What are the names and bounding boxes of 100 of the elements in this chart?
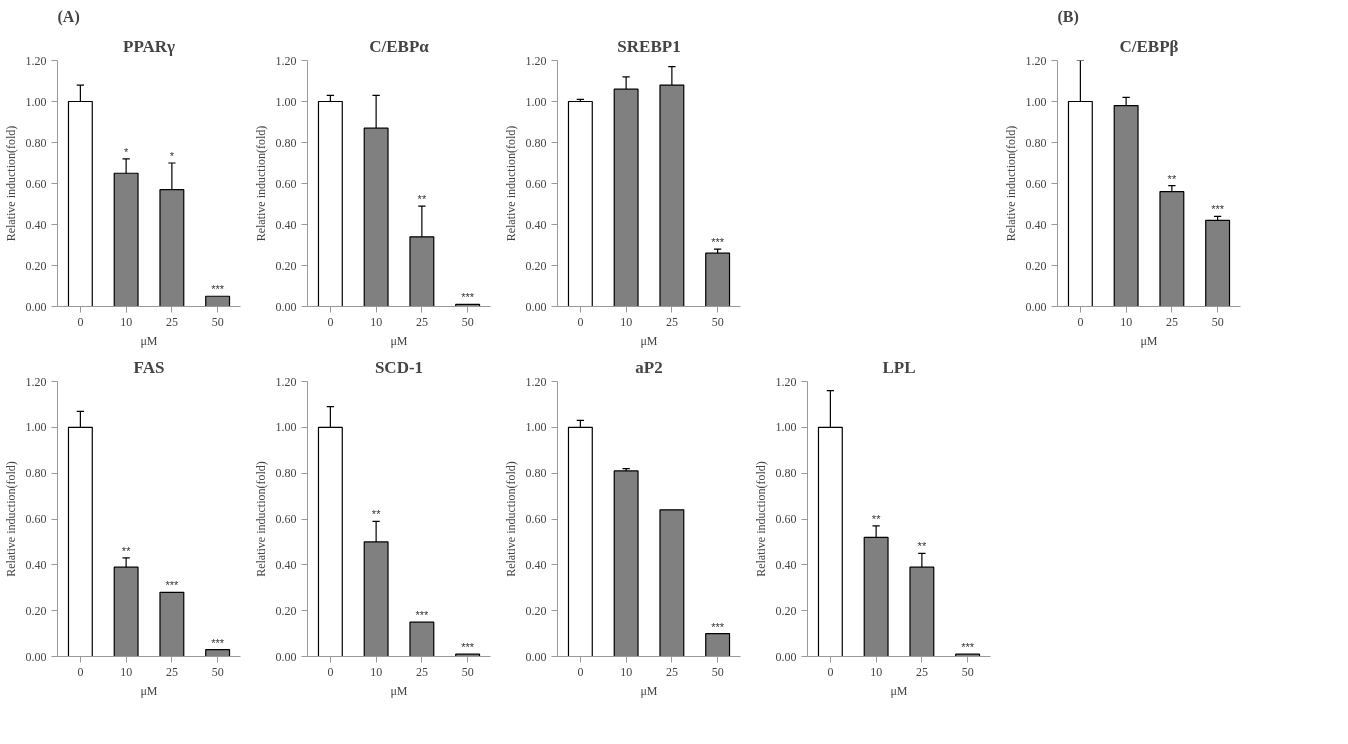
y-tick-label: 0.20 (275, 258, 297, 273)
y-tick-label: 1.00 (25, 94, 47, 109)
y-tick-label: 0.00 (275, 299, 297, 314)
annotation: *** (1211, 203, 1225, 216)
y-tick-label: 0.40 (775, 557, 797, 572)
x-tick-label: 25 (915, 664, 928, 679)
y-tick-label: 1.20 (275, 53, 297, 68)
annotation: * (169, 150, 175, 162)
y-tick-label: 0.40 (275, 217, 297, 232)
x-tick-label: 10 (870, 664, 883, 679)
y-tick-label: 1.00 (1025, 94, 1047, 109)
y-tick-label: 0.00 (525, 649, 547, 664)
x-tick-label: 0 (327, 664, 334, 679)
bar (705, 632, 731, 657)
chart-title: C/EBPα (369, 36, 430, 56)
x-tick-label: 25 (1165, 314, 1178, 329)
y-tick-label: 1.20 (1025, 53, 1047, 68)
y-tick-label: 0.00 (525, 299, 547, 314)
x-tick-label: 0 (577, 664, 584, 679)
x-tick-label: 0 (1077, 314, 1084, 329)
y-tick-label: 0.80 (275, 466, 297, 481)
bar (659, 509, 685, 657)
chart-title: SREBP1 (617, 36, 681, 56)
x-tick-label: 0 (327, 314, 334, 329)
y-tick-label: 0.00 (25, 299, 47, 314)
y-tick-label: 0.60 (525, 512, 547, 526)
annotation: *** (211, 636, 225, 649)
y-tick-label: 0.80 (775, 466, 797, 481)
bar (317, 100, 343, 307)
y-tick-label: 0.20 (25, 603, 47, 618)
chart-title: PPARγ (122, 36, 176, 56)
chart-title: C/EBPβ (1119, 36, 1179, 56)
y-tick-label: 1.20 (525, 53, 547, 68)
y-tick-label: 1.20 (25, 53, 47, 68)
chart-title: SCD-1 (374, 357, 424, 377)
x-tick-label: 50 (961, 664, 974, 679)
y-tick-label: 1.20 (25, 374, 47, 389)
bar (613, 470, 639, 657)
x-axis-title: μM (140, 683, 158, 698)
x-tick-label: 10 (620, 314, 633, 329)
y-tick-label: 0.60 (275, 176, 297, 191)
x-tick-label: 50 (461, 314, 474, 329)
x-tick-label: 10 (370, 664, 383, 679)
y-tick-label: 0.60 (275, 512, 297, 526)
x-axis-title: μM (640, 333, 658, 348)
annotation: *** (461, 291, 475, 304)
y-tick-label: 1.00 (25, 420, 47, 435)
x-tick-label: 50 (461, 664, 474, 679)
y-tick-label: 0.60 (25, 512, 47, 526)
y-tick-label: 0.80 (525, 466, 547, 481)
y-tick-label: 1.20 (275, 374, 297, 389)
y-tick-label: 1.00 (525, 94, 547, 109)
x-axis-title: μM (890, 683, 908, 698)
y-tick-label: 0.20 (275, 603, 297, 618)
annotation: *** (211, 283, 225, 296)
annotation: ** (917, 540, 927, 553)
y-tick-label: 0.40 (25, 557, 47, 572)
annotation: *** (711, 236, 725, 249)
annotation: *** (711, 620, 725, 633)
y-tick-label: 0.00 (775, 649, 797, 664)
x-tick-label: 0 (827, 664, 834, 679)
y-tick-label: 0.40 (25, 217, 47, 232)
y-tick-label: 0.00 (1025, 299, 1047, 314)
annotation: ** (1167, 172, 1177, 185)
x-tick-label: 50 (711, 314, 724, 329)
annotation: ** (371, 508, 382, 521)
x-tick-label: 0 (577, 314, 584, 329)
annotation: * (123, 145, 129, 158)
x-tick-label: 10 (370, 314, 383, 329)
y-tick-label: 0.40 (1025, 217, 1047, 232)
x-tick-label: 10 (1120, 314, 1133, 329)
annotation: *** (415, 609, 430, 622)
annotation: ** (121, 544, 132, 557)
x-tick-label: 50 (711, 664, 724, 679)
x-tick-label: 25 (665, 664, 678, 679)
y-tick-label: 0.60 (525, 176, 547, 191)
x-tick-label: 10 (620, 664, 633, 679)
chart-title: FAS (133, 357, 165, 377)
y-tick-label: 0.20 (775, 603, 797, 618)
y-tick-label: 1.00 (525, 420, 547, 435)
y-tick-label: 0.00 (25, 649, 47, 664)
x-axis-title: μM (390, 333, 408, 348)
y-tick-label: 1.20 (525, 374, 547, 389)
y-tick-label: 0.60 (775, 512, 797, 526)
x-tick-label: 50 (1211, 314, 1224, 329)
x-tick-label: 25 (165, 314, 178, 329)
bar (705, 252, 731, 307)
y-tick-label: 0.80 (25, 466, 47, 481)
x-axis-title: μM (640, 683, 658, 698)
annotation: *** (165, 579, 180, 592)
x-tick-label: 25 (165, 664, 178, 679)
y-tick-label: 0.80 (275, 135, 297, 150)
y-tick-label: 1.20 (775, 374, 797, 389)
y-tick-label: 0.80 (1025, 135, 1047, 150)
y-tick-label: 1.00 (775, 420, 797, 435)
bar (205, 649, 231, 657)
y-tick-label: 0.20 (25, 258, 47, 273)
annotation: ** (417, 193, 427, 206)
y-axis-title: Relative induction(fold) (253, 461, 268, 577)
x-tick-label: 10 (120, 314, 133, 329)
